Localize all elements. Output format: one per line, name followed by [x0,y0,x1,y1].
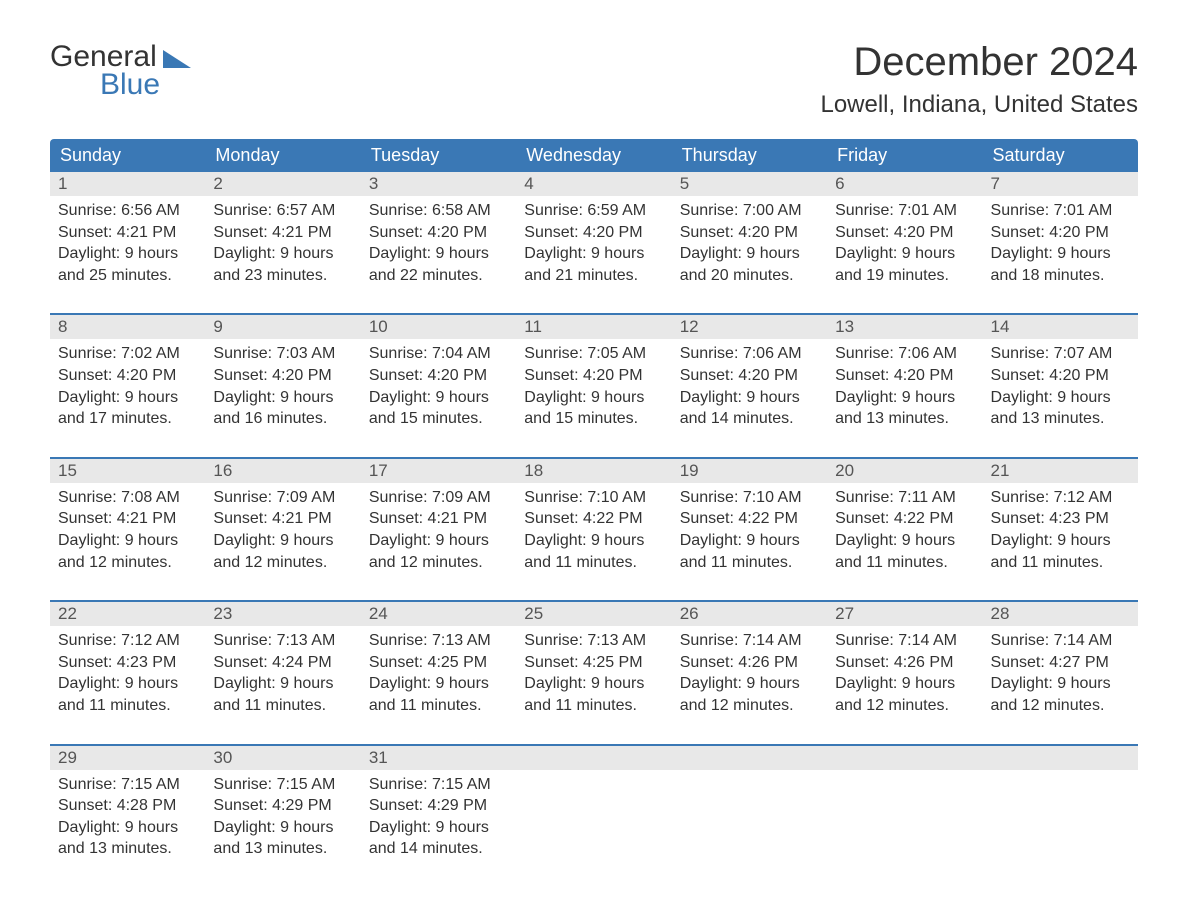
day-detail: Sunrise: 7:13 AMSunset: 4:24 PMDaylight:… [205,626,360,716]
day-detail-row: Sunrise: 7:12 AMSunset: 4:23 PMDaylight:… [50,626,1138,716]
week-separator [50,286,1138,314]
flag-icon [163,50,191,68]
day-number: 21 [983,458,1138,483]
day-number: 29 [50,745,205,770]
day-detail: Sunrise: 7:15 AMSunset: 4:29 PMDaylight:… [205,770,360,860]
day-number: 13 [827,314,982,339]
day-detail: Sunrise: 7:08 AMSunset: 4:21 PMDaylight:… [50,483,205,573]
day-number: 12 [672,314,827,339]
day-number: 11 [516,314,671,339]
day-detail-row: Sunrise: 7:08 AMSunset: 4:21 PMDaylight:… [50,483,1138,573]
brand-logo: General Blue [50,40,191,102]
day-number: 5 [672,172,827,196]
day-detail: Sunrise: 7:02 AMSunset: 4:20 PMDaylight:… [50,339,205,429]
day-number: 8 [50,314,205,339]
day-detail [983,770,1138,860]
day-detail: Sunrise: 7:03 AMSunset: 4:20 PMDaylight:… [205,339,360,429]
day-detail: Sunrise: 7:01 AMSunset: 4:20 PMDaylight:… [983,196,1138,286]
day-number: 3 [361,172,516,196]
day-detail: Sunrise: 7:09 AMSunset: 4:21 PMDaylight:… [361,483,516,573]
day-number: 18 [516,458,671,483]
day-detail-row: Sunrise: 6:56 AMSunset: 4:21 PMDaylight:… [50,196,1138,286]
day-detail: Sunrise: 7:07 AMSunset: 4:20 PMDaylight:… [983,339,1138,429]
day-number [827,745,982,770]
day-number: 7 [983,172,1138,196]
day-detail-row: Sunrise: 7:02 AMSunset: 4:20 PMDaylight:… [50,339,1138,429]
day-number: 20 [827,458,982,483]
week-separator [50,717,1138,745]
brand-word2: Blue [100,68,160,102]
day-detail: Sunrise: 7:09 AMSunset: 4:21 PMDaylight:… [205,483,360,573]
day-detail: Sunrise: 6:58 AMSunset: 4:20 PMDaylight:… [361,196,516,286]
day-number: 16 [205,458,360,483]
day-header: Friday [827,139,982,172]
week-separator [50,430,1138,458]
week-separator [50,573,1138,601]
day-detail: Sunrise: 6:59 AMSunset: 4:20 PMDaylight:… [516,196,671,286]
day-number: 25 [516,601,671,626]
day-detail: Sunrise: 7:11 AMSunset: 4:22 PMDaylight:… [827,483,982,573]
day-number: 27 [827,601,982,626]
calendar-table: SundayMondayTuesdayWednesdayThursdayFrid… [50,139,1138,860]
day-number: 2 [205,172,360,196]
day-detail: Sunrise: 7:05 AMSunset: 4:20 PMDaylight:… [516,339,671,429]
day-number: 6 [827,172,982,196]
day-detail: Sunrise: 7:13 AMSunset: 4:25 PMDaylight:… [361,626,516,716]
day-detail [672,770,827,860]
day-number-row: 15161718192021 [50,458,1138,483]
day-number [516,745,671,770]
day-number: 30 [205,745,360,770]
day-number [672,745,827,770]
day-detail: Sunrise: 7:14 AMSunset: 4:26 PMDaylight:… [827,626,982,716]
day-detail: Sunrise: 7:13 AMSunset: 4:25 PMDaylight:… [516,626,671,716]
day-detail: Sunrise: 7:10 AMSunset: 4:22 PMDaylight:… [672,483,827,573]
day-number: 22 [50,601,205,626]
day-detail: Sunrise: 7:15 AMSunset: 4:28 PMDaylight:… [50,770,205,860]
day-detail: Sunrise: 7:06 AMSunset: 4:20 PMDaylight:… [827,339,982,429]
day-number: 10 [361,314,516,339]
day-header: Saturday [983,139,1138,172]
day-number-row: 293031 [50,745,1138,770]
day-header: Thursday [672,139,827,172]
day-number: 15 [50,458,205,483]
day-detail [516,770,671,860]
day-number-row: 1234567 [50,172,1138,196]
day-detail: Sunrise: 7:00 AMSunset: 4:20 PMDaylight:… [672,196,827,286]
day-number-row: 22232425262728 [50,601,1138,626]
day-detail: Sunrise: 7:04 AMSunset: 4:20 PMDaylight:… [361,339,516,429]
day-number: 28 [983,601,1138,626]
day-detail: Sunrise: 6:57 AMSunset: 4:21 PMDaylight:… [205,196,360,286]
day-detail: Sunrise: 7:14 AMSunset: 4:27 PMDaylight:… [983,626,1138,716]
day-number: 4 [516,172,671,196]
day-number: 23 [205,601,360,626]
day-number: 19 [672,458,827,483]
day-number: 24 [361,601,516,626]
day-detail-row: Sunrise: 7:15 AMSunset: 4:28 PMDaylight:… [50,770,1138,860]
day-detail: Sunrise: 7:12 AMSunset: 4:23 PMDaylight:… [983,483,1138,573]
day-header: Tuesday [361,139,516,172]
day-detail: Sunrise: 7:01 AMSunset: 4:20 PMDaylight:… [827,196,982,286]
day-detail: Sunrise: 7:06 AMSunset: 4:20 PMDaylight:… [672,339,827,429]
location-subtitle: Lowell, Indiana, United States [820,91,1138,119]
day-number: 1 [50,172,205,196]
page-title: December 2024 [820,40,1138,85]
day-number: 17 [361,458,516,483]
day-detail [827,770,982,860]
day-number-row: 891011121314 [50,314,1138,339]
day-detail: Sunrise: 7:14 AMSunset: 4:26 PMDaylight:… [672,626,827,716]
day-header: Wednesday [516,139,671,172]
day-detail: Sunrise: 7:12 AMSunset: 4:23 PMDaylight:… [50,626,205,716]
day-detail: Sunrise: 6:56 AMSunset: 4:21 PMDaylight:… [50,196,205,286]
day-number: 26 [672,601,827,626]
day-number [983,745,1138,770]
day-number: 9 [205,314,360,339]
day-header: Monday [205,139,360,172]
day-detail: Sunrise: 7:15 AMSunset: 4:29 PMDaylight:… [361,770,516,860]
day-number: 31 [361,745,516,770]
day-header: Sunday [50,139,205,172]
day-number: 14 [983,314,1138,339]
day-detail: Sunrise: 7:10 AMSunset: 4:22 PMDaylight:… [516,483,671,573]
day-header-row: SundayMondayTuesdayWednesdayThursdayFrid… [50,139,1138,172]
